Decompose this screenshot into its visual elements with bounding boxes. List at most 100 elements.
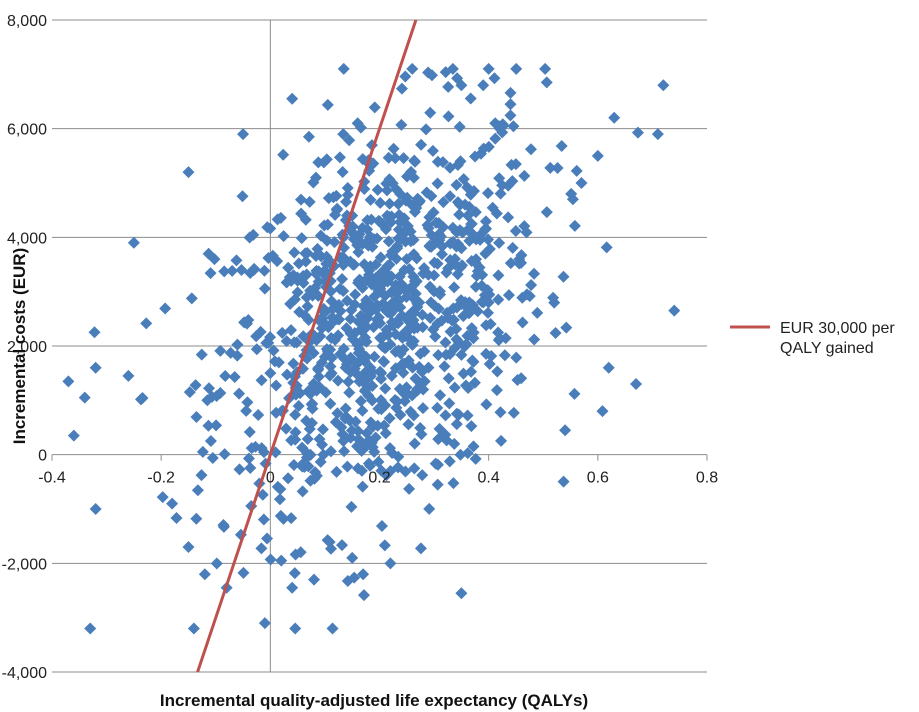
x-tick-labels: -0.4 -0.2 0 0.2 0.4 0.6 0.8 [38,470,718,487]
scatter-point [317,156,330,169]
y-axis-title: Incremental costs (EUR) [10,248,29,445]
scatter-point [455,298,468,311]
scatter-point [394,216,407,229]
scatter-point [414,422,427,435]
scatter-point [182,166,195,179]
scatter-point [452,238,465,251]
scatter-point [393,208,406,221]
scatter-point [431,177,444,190]
scatter-point [351,117,364,130]
scatter-point [257,513,270,526]
scatter-point [255,442,268,455]
scatter-point [372,214,385,227]
scatter-point [378,419,391,432]
scatter-point [304,448,317,461]
scatter-point [443,190,456,203]
scatter-point [363,264,376,277]
scatter-point [290,336,303,349]
scatter-point [339,402,352,415]
scatter-point [242,313,255,326]
scatter-point [416,402,429,415]
scatter-point [389,362,402,375]
scatter-point [335,539,348,552]
scatter-point [489,132,502,145]
scatter-point [190,512,203,525]
scatter-point [256,488,269,501]
scatter-point [255,542,268,555]
scatter-point [371,183,384,196]
scatter-point [254,325,267,338]
scatter-point [360,427,373,440]
scatter-point [531,306,544,319]
y-tick-labels: -4,000 -2,000 0 2,000 4,000 6,000 8,000 [2,13,47,682]
scatter-point [310,334,323,347]
scatter-point [288,246,301,259]
scatter-point [470,269,483,282]
scatter-point [356,153,369,166]
scatter-point [461,181,474,194]
scatter-point [432,217,445,230]
scatter-point [651,128,664,141]
scatter-point [196,445,209,458]
scatter-point [506,175,519,188]
scatter-point [189,379,202,392]
scatter-point [395,118,408,131]
scatter-point [345,304,358,317]
scatter-point [504,257,517,270]
scatter-point [318,219,331,232]
scatter-point [570,164,583,177]
scatter-point [331,407,344,420]
scatter-point [299,255,312,268]
scatter-point [324,360,337,373]
scatter-point [387,142,400,155]
scatter-point [343,134,356,147]
scatter-point [122,369,135,382]
scatter-point [466,354,479,367]
scatter-point [264,367,277,380]
scatter-point [271,213,284,226]
scatter-point [398,395,411,408]
scatter-point [443,397,456,410]
scatter-point [439,336,452,349]
scatter-point [317,448,330,461]
scatter-point [354,395,367,408]
scatter-point [400,381,413,394]
scatter-point [402,418,415,431]
scatter-point [377,355,390,368]
scatter-point [466,227,479,240]
scatter-point [357,568,370,581]
scatter-point [214,344,227,357]
scatter-point [280,335,293,348]
scatter-point [183,386,196,399]
scatter-point [280,422,293,435]
scatter-point [228,371,241,384]
scatter-point [358,323,371,336]
scatter-point [341,188,354,201]
scatter-point [204,267,217,280]
scatter-point [289,408,302,421]
scatter-point [446,62,459,75]
scatter-point [337,342,350,355]
scatter-point [442,80,455,93]
scatter-point [523,290,536,303]
scatter-point [360,294,373,307]
scatter-point [387,295,400,308]
scatter-point [502,289,515,302]
scatter-point [423,211,436,224]
scatter-point [515,249,528,262]
scatter-point [461,409,474,422]
scatter-point [329,208,342,221]
scatter-point [292,400,305,413]
scatter-point [166,497,179,510]
scatter-point [307,176,320,189]
scatter-point [433,422,446,435]
scatter-point [382,151,395,164]
scatter-point [479,247,492,260]
scatter-point [383,412,396,425]
scatter-point [668,304,681,317]
scatter-point [382,235,395,248]
scatter-point [422,361,435,374]
scatter-point [544,161,557,174]
scatter-point [432,349,445,362]
